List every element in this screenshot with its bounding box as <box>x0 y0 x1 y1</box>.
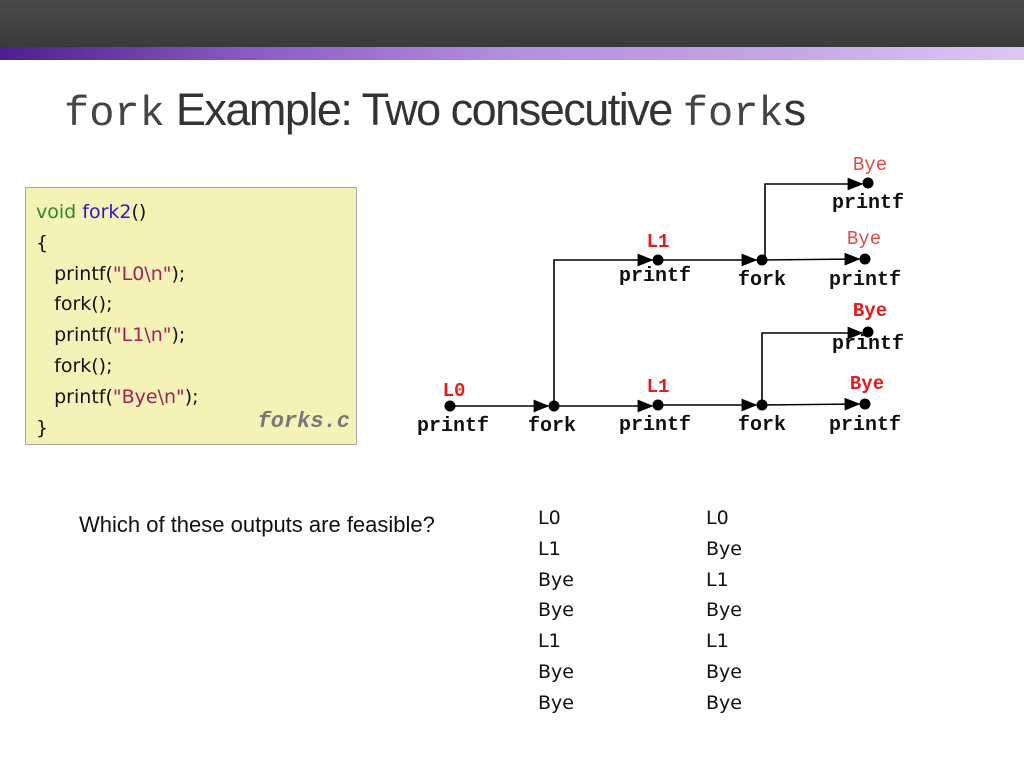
node <box>756 399 768 411</box>
title-forks-mono: fork <box>682 90 784 138</box>
code-line: } <box>36 413 356 444</box>
code-text: ); <box>171 324 186 347</box>
node <box>756 254 768 266</box>
node <box>652 254 664 266</box>
op-label: printf <box>619 265 691 288</box>
output-option-1: L0 L1 Bye Bye L1 Bye Bye <box>538 503 574 719</box>
edge <box>764 177 864 260</box>
node <box>862 177 874 189</box>
node <box>548 400 560 412</box>
code-string: "L1\n" <box>112 324 172 347</box>
output-label: L0 <box>443 380 466 402</box>
edge <box>761 252 861 266</box>
code-text: () <box>131 201 147 223</box>
slide-title: fork Example: Two consecutive forks <box>64 84 807 138</box>
code-line: void fork2() <box>36 197 356 228</box>
code-text: printf( <box>54 262 113 285</box>
output-label: Bye <box>853 154 887 176</box>
title-suffix: s <box>783 84 807 135</box>
output-line: Bye <box>706 691 742 714</box>
output-line: Bye <box>706 537 742 560</box>
output-line: Bye <box>706 599 742 622</box>
code-text: ); <box>171 262 186 285</box>
node <box>444 400 456 412</box>
output-line: L0 <box>706 507 729 529</box>
op-label: fork <box>738 414 786 437</box>
code-box: void fork2() { printf("L0\n"); fork(); p… <box>25 187 357 445</box>
code-function: fork2 <box>82 201 132 223</box>
op-label: printf <box>832 192 904 215</box>
output-line: L0 <box>538 507 561 529</box>
title-fork-mono: fork <box>64 90 165 138</box>
code-line: { <box>36 228 356 259</box>
edge <box>761 397 861 411</box>
code-line: printf("Bye\n"); <box>36 382 356 413</box>
question-text: Which of these outputs are feasible? <box>79 512 435 537</box>
output-label: Bye <box>853 300 887 322</box>
code-line: printf("L0\n"); <box>36 259 356 290</box>
title-text: Example: Two consecutive <box>175 84 673 135</box>
code-text: printf( <box>54 324 113 347</box>
output-line: L1 <box>538 537 561 560</box>
node <box>862 326 874 338</box>
code-text: { <box>36 231 49 254</box>
op-label: printf <box>829 414 901 437</box>
code-line: fork(); <box>36 289 356 320</box>
node <box>859 253 871 265</box>
output-label: L1 <box>647 231 670 253</box>
code-keyword: void <box>36 201 77 223</box>
op-label: fork <box>738 269 786 292</box>
code-text: printf( <box>54 385 113 408</box>
output-label: L1 <box>647 376 670 398</box>
code-text: fork(); <box>54 293 113 316</box>
output-line: Bye <box>538 599 574 622</box>
op-label: printf <box>619 414 691 437</box>
header-bar <box>0 0 1024 47</box>
edge <box>553 253 654 406</box>
code-line: printf("L1\n"); <box>36 320 356 351</box>
op-label: fork <box>528 415 576 438</box>
output-line: L1 <box>706 630 729 653</box>
accent-stripe <box>0 47 1024 60</box>
output-line: Bye <box>538 568 574 591</box>
code-string: "L0\n" <box>112 262 172 285</box>
op-label: printf <box>417 415 489 438</box>
code-string: "Bye\n" <box>112 385 185 408</box>
output-line: Bye <box>538 691 574 714</box>
node <box>652 399 664 411</box>
node <box>859 398 871 410</box>
output-line: L1 <box>538 630 561 653</box>
code-text: } <box>36 416 49 439</box>
output-option-2: L0 Bye L1 Bye L1 Bye Bye <box>706 503 742 719</box>
edge <box>761 326 864 405</box>
output-line: L1 <box>706 568 729 591</box>
output-line: Bye <box>538 660 574 683</box>
op-label: printf <box>832 333 904 356</box>
code-text: ); <box>184 385 199 408</box>
output-label: Bye <box>850 373 884 395</box>
op-label: printf <box>829 269 901 292</box>
code-text: fork(); <box>54 354 113 377</box>
output-line: Bye <box>706 660 742 683</box>
code-line: fork(); <box>36 351 356 382</box>
filename-label: forks.c <box>257 409 350 435</box>
output-label: Bye <box>847 228 881 250</box>
